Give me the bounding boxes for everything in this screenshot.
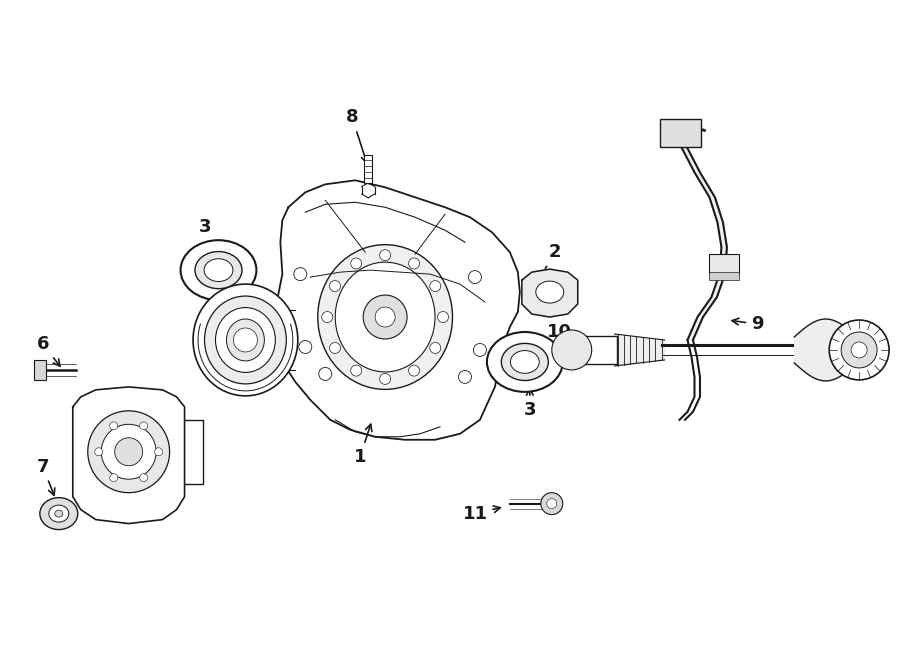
Circle shape — [380, 250, 391, 261]
Ellipse shape — [204, 259, 233, 281]
Circle shape — [437, 312, 448, 322]
Ellipse shape — [55, 510, 63, 517]
Circle shape — [293, 267, 307, 281]
Circle shape — [299, 340, 311, 354]
Ellipse shape — [195, 252, 242, 289]
Ellipse shape — [318, 245, 453, 389]
Circle shape — [110, 474, 118, 482]
Circle shape — [351, 365, 362, 376]
Circle shape — [364, 295, 407, 339]
Ellipse shape — [335, 262, 435, 372]
Text: 8: 8 — [346, 109, 368, 163]
Circle shape — [155, 448, 163, 455]
Text: 2: 2 — [540, 243, 561, 278]
Ellipse shape — [536, 281, 563, 303]
Circle shape — [329, 281, 340, 291]
Ellipse shape — [487, 332, 562, 392]
Bar — [709, 272, 740, 280]
Polygon shape — [184, 420, 202, 484]
Circle shape — [140, 474, 148, 482]
Ellipse shape — [501, 344, 548, 381]
Circle shape — [842, 332, 877, 368]
Ellipse shape — [215, 308, 275, 373]
Text: 9: 9 — [732, 315, 763, 333]
Polygon shape — [522, 269, 578, 317]
Circle shape — [409, 258, 419, 269]
Circle shape — [458, 371, 472, 383]
Text: 3: 3 — [524, 389, 536, 419]
Circle shape — [547, 498, 557, 508]
Text: 4: 4 — [194, 331, 226, 349]
Circle shape — [430, 281, 441, 291]
Text: 10: 10 — [547, 323, 579, 343]
Text: 5: 5 — [106, 478, 122, 508]
Circle shape — [140, 422, 148, 430]
Ellipse shape — [193, 284, 298, 396]
Text: 1: 1 — [354, 424, 372, 466]
Ellipse shape — [101, 424, 156, 479]
Ellipse shape — [204, 296, 286, 384]
Text: 7: 7 — [37, 457, 55, 495]
Circle shape — [473, 344, 486, 356]
Circle shape — [469, 271, 482, 283]
Circle shape — [94, 448, 103, 455]
Circle shape — [351, 258, 362, 269]
Polygon shape — [273, 180, 520, 440]
Circle shape — [829, 320, 889, 380]
Circle shape — [375, 307, 395, 327]
Ellipse shape — [181, 240, 256, 300]
Text: 11: 11 — [463, 504, 500, 522]
Circle shape — [322, 312, 333, 322]
Polygon shape — [73, 387, 184, 524]
Bar — [34, 360, 46, 380]
Circle shape — [319, 367, 332, 381]
Text: 3: 3 — [199, 218, 220, 260]
Bar — [709, 254, 740, 274]
Ellipse shape — [510, 351, 539, 373]
Ellipse shape — [40, 498, 77, 530]
Ellipse shape — [114, 438, 142, 465]
Circle shape — [409, 365, 419, 376]
Circle shape — [851, 342, 867, 358]
Circle shape — [380, 373, 391, 385]
Bar — [660, 119, 701, 148]
Bar — [562, 336, 617, 364]
Circle shape — [430, 342, 441, 354]
Circle shape — [329, 342, 340, 354]
Circle shape — [552, 330, 591, 370]
Ellipse shape — [49, 505, 68, 522]
Ellipse shape — [88, 411, 169, 493]
Circle shape — [541, 493, 562, 514]
Circle shape — [233, 328, 257, 352]
Bar — [364, 156, 373, 183]
Circle shape — [110, 422, 118, 430]
Ellipse shape — [227, 319, 265, 361]
Text: 6: 6 — [37, 335, 60, 366]
